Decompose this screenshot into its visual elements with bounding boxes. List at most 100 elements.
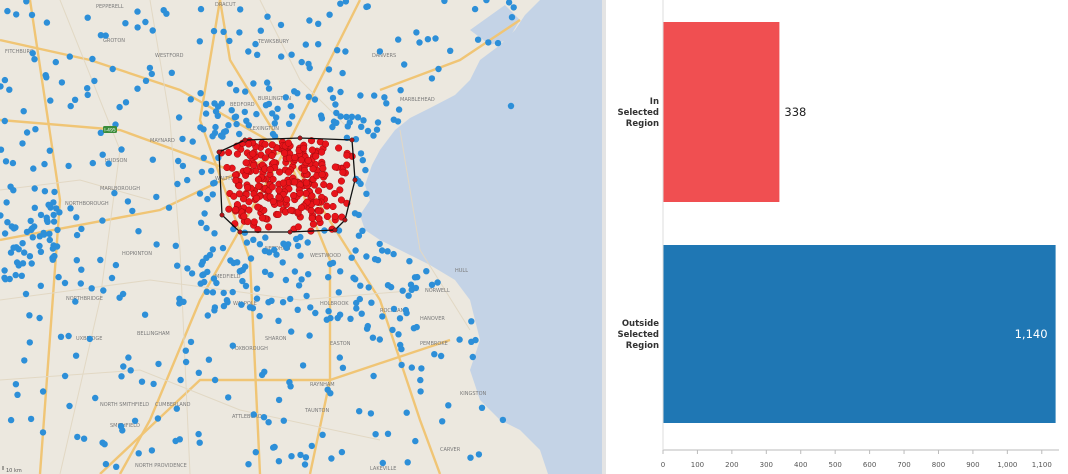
- outside-point[interactable]: [6, 275, 13, 283]
- bar-outside-selected-region[interactable]: [663, 245, 1056, 423]
- inside-point[interactable]: [235, 182, 243, 190]
- outside-point[interactable]: [197, 90, 204, 97]
- outside-point[interactable]: [431, 351, 438, 358]
- outside-point[interactable]: [88, 285, 95, 292]
- outside-point[interactable]: [7, 416, 15, 424]
- outside-point[interactable]: [113, 463, 120, 470]
- outside-point[interactable]: [337, 0, 344, 7]
- outside-point[interactable]: [37, 248, 45, 255]
- inside-point[interactable]: [279, 179, 287, 187]
- inside-point[interactable]: [290, 191, 298, 200]
- outside-point[interactable]: [357, 150, 365, 157]
- outside-point[interactable]: [298, 58, 305, 66]
- inside-point[interactable]: [323, 212, 331, 221]
- inside-point[interactable]: [315, 215, 323, 223]
- outside-point[interactable]: [271, 133, 279, 140]
- outside-point[interactable]: [187, 338, 195, 346]
- outside-point[interactable]: [279, 259, 286, 266]
- outside-point[interactable]: [65, 332, 72, 340]
- outside-point[interactable]: [12, 224, 19, 231]
- outside-point[interactable]: [200, 154, 207, 161]
- outside-point[interactable]: [279, 299, 287, 306]
- outside-point[interactable]: [179, 135, 186, 143]
- outside-point[interactable]: [326, 11, 333, 18]
- inside-point[interactable]: [225, 148, 233, 157]
- outside-point[interactable]: [61, 279, 69, 287]
- outside-point[interactable]: [384, 282, 392, 289]
- outside-point[interactable]: [337, 113, 344, 120]
- outside-point[interactable]: [245, 122, 252, 129]
- inside-point[interactable]: [232, 176, 240, 184]
- outside-point[interactable]: [407, 281, 415, 288]
- outside-point[interactable]: [478, 404, 486, 411]
- outside-point[interactable]: [346, 119, 353, 126]
- inside-point[interactable]: [339, 168, 347, 176]
- outside-point[interactable]: [390, 305, 398, 313]
- outside-point[interactable]: [289, 113, 296, 120]
- outside-point[interactable]: [53, 243, 61, 250]
- outside-point[interactable]: [168, 69, 175, 77]
- inside-point[interactable]: [245, 206, 253, 214]
- outside-point[interactable]: [47, 97, 54, 104]
- outside-point[interactable]: [239, 266, 246, 274]
- selection-lasso[interactable]: [216, 135, 358, 235]
- inside-point[interactable]: [250, 161, 258, 169]
- outside-point[interactable]: [343, 113, 350, 121]
- outside-point[interactable]: [73, 257, 81, 264]
- outside-point[interactable]: [13, 11, 20, 18]
- outside-point[interactable]: [125, 354, 132, 361]
- outside-point[interactable]: [66, 53, 74, 60]
- outside-point[interactable]: [19, 140, 26, 147]
- outside-point[interactable]: [182, 358, 190, 366]
- outside-point[interactable]: [195, 369, 202, 376]
- outside-point[interactable]: [0, 83, 4, 90]
- outside-point[interactable]: [252, 40, 259, 48]
- outside-point[interactable]: [109, 65, 116, 73]
- outside-point[interactable]: [148, 447, 156, 454]
- outside-point[interactable]: [348, 113, 356, 121]
- outside-point[interactable]: [134, 24, 141, 31]
- outside-point[interactable]: [1, 117, 8, 125]
- outside-point[interactable]: [414, 273, 421, 281]
- outside-point[interactable]: [339, 364, 347, 371]
- outside-point[interactable]: [223, 297, 231, 304]
- outside-point[interactable]: [20, 108, 27, 115]
- outside-point[interactable]: [39, 388, 47, 395]
- outside-point[interactable]: [327, 260, 334, 268]
- outside-point[interactable]: [31, 185, 38, 192]
- inside-point[interactable]: [261, 140, 269, 148]
- bar-chart[interactable]: 338 1,140 0 100 200 300 400 500 600 700 800 900 1,0…: [606, 0, 1068, 474]
- inside-point[interactable]: [254, 226, 262, 234]
- outside-point[interactable]: [337, 268, 344, 275]
- outside-point[interactable]: [384, 430, 392, 437]
- outside-point[interactable]: [80, 435, 88, 442]
- inside-point[interactable]: [225, 205, 233, 213]
- inside-point[interactable]: [291, 153, 299, 162]
- outside-point[interactable]: [325, 274, 332, 281]
- outside-point[interactable]: [209, 289, 217, 296]
- inside-point[interactable]: [250, 218, 258, 226]
- inside-point[interactable]: [230, 192, 238, 200]
- outside-point[interactable]: [27, 217, 34, 225]
- outside-point[interactable]: [412, 437, 419, 445]
- outside-point[interactable]: [329, 123, 336, 131]
- outside-point[interactable]: [86, 335, 94, 343]
- outside-point[interactable]: [197, 5, 205, 13]
- outside-point[interactable]: [324, 386, 331, 393]
- inside-point[interactable]: [275, 186, 283, 194]
- inside-point[interactable]: [309, 220, 317, 228]
- outside-point[interactable]: [256, 241, 264, 248]
- outside-point[interactable]: [26, 253, 34, 260]
- inside-point[interactable]: [304, 156, 312, 164]
- outside-point[interactable]: [508, 14, 516, 21]
- outside-point[interactable]: [46, 230, 53, 237]
- outside-point[interactable]: [253, 295, 261, 302]
- lasso-vertex[interactable]: [242, 137, 248, 143]
- outside-point[interactable]: [189, 138, 196, 145]
- outside-point[interactable]: [241, 108, 248, 116]
- outside-point[interactable]: [264, 79, 271, 86]
- outside-point[interactable]: [413, 29, 420, 36]
- outside-point[interactable]: [43, 19, 51, 26]
- outside-point[interactable]: [211, 230, 218, 237]
- outside-point[interactable]: [41, 160, 48, 168]
